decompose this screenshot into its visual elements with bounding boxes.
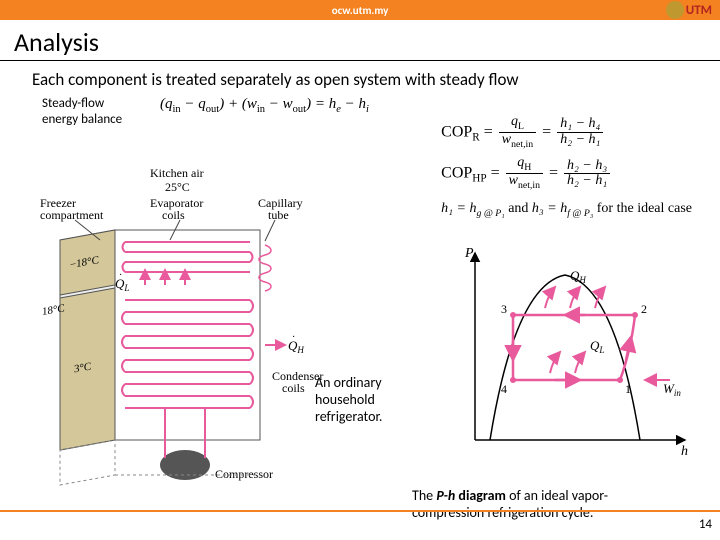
title-underline bbox=[0, 60, 720, 61]
balance-label: Steady-flow energy balance bbox=[42, 96, 142, 127]
QH-label: QH bbox=[288, 338, 304, 355]
cap-label: Capillary tube bbox=[258, 196, 306, 222]
intro-text: Each component is treated separately as … bbox=[0, 69, 720, 96]
ph-QH: QH bbox=[570, 268, 586, 285]
footer-bar bbox=[0, 510, 720, 512]
svg-text:·: · bbox=[292, 332, 295, 343]
evap-label: Evaporator coils bbox=[150, 196, 206, 222]
balance-label-l2: energy balance bbox=[42, 112, 122, 127]
balance-label-l1: Steady-flow bbox=[42, 96, 104, 111]
cop-r-equation: COPR = qLwnet,in = h₁ − h₄h₂ − h₁ bbox=[441, 115, 692, 150]
cop-equations: COPR = qLwnet,in = h₁ − h₄h₂ − h₁ COPHP … bbox=[441, 115, 692, 219]
ph-QL: QL bbox=[590, 338, 604, 355]
ph-Win: Win bbox=[663, 381, 681, 398]
compressor-label: Compressor bbox=[215, 467, 273, 481]
utm-logo: UTM bbox=[666, 1, 712, 19]
ph-diagram: P h QH QL Win 1 2 3 4 bbox=[445, 245, 695, 465]
freezer-label: Freezer compartment bbox=[40, 196, 104, 222]
svg-text:·: · bbox=[119, 270, 122, 281]
state-2: 2 bbox=[641, 302, 647, 316]
refrigerator-diagram: Kitchen air 25°C Freezer compartment Eva… bbox=[40, 165, 330, 495]
state-3: 3 bbox=[501, 302, 507, 316]
fridge-caption: An ordinary household refrigerator. bbox=[315, 375, 435, 425]
h-axis-label: h bbox=[681, 444, 688, 459]
top-bar: ocw.utm.my UTM bbox=[0, 0, 720, 20]
energy-equation: (qin − qout) + (win − wout) = he − hi bbox=[160, 96, 369, 115]
state-1: 1 bbox=[625, 382, 631, 396]
site-url: ocw.utm.my bbox=[332, 4, 389, 17]
utm-seal-icon bbox=[666, 1, 684, 19]
ideal-case-equation: h₁ = hg @ P₁ and h₃ = hf @ P₃ for the id… bbox=[441, 201, 692, 219]
kitchen-air-label: Kitchen air bbox=[150, 166, 204, 180]
page-title: Analysis bbox=[0, 20, 720, 60]
ph-caption: The P-h diagram of an ideal vapor- compr… bbox=[412, 488, 702, 522]
cop-hp-equation: COPHP = qHwnet,in = h₂ − h₃h₂ − h₁ bbox=[441, 156, 692, 191]
page-number: 14 bbox=[699, 517, 712, 532]
utm-text: UTM bbox=[686, 3, 712, 18]
state-4: 4 bbox=[501, 382, 507, 396]
p-axis-label: P bbox=[464, 246, 474, 261]
kitchen-temp-label: 25°C bbox=[165, 180, 190, 194]
